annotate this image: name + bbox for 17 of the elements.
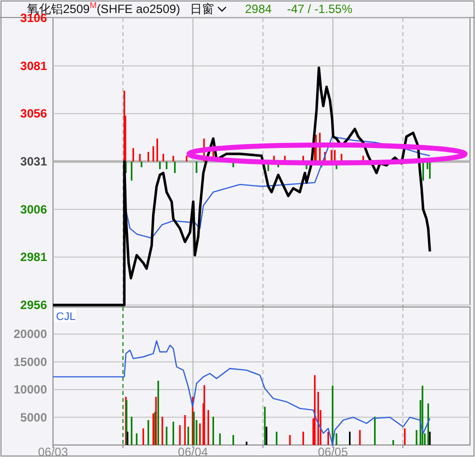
y-tick-label: 3006 (20, 202, 48, 216)
y-tick-label: 15000 (14, 354, 48, 369)
x-tick-label: 06/03 (38, 445, 68, 457)
y-tick-label: 5000 (20, 410, 48, 424)
y-tick-label: 20000 (14, 327, 48, 342)
y-tick-label: 10000 (14, 382, 48, 397)
text: -47 / -1.55% (287, 2, 353, 16)
text: 2984 (245, 2, 272, 16)
text: 日窗 (190, 2, 214, 16)
x-tick-label: 06/05 (318, 445, 348, 457)
text: CJL (56, 311, 76, 323)
y-tick-label: 3031 (20, 154, 48, 168)
y-tick-label: 3081 (20, 58, 48, 73)
x-tick-label: 06/04 (178, 445, 208, 457)
y-tick-label: 2956 (20, 298, 48, 312)
y-tick-label: 3056 (20, 106, 48, 121)
y-tick-label: 2981 (20, 250, 48, 264)
